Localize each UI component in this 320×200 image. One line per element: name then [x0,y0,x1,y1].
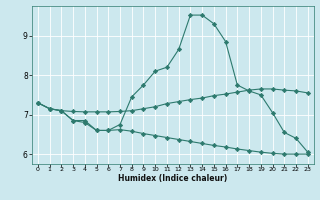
X-axis label: Humidex (Indice chaleur): Humidex (Indice chaleur) [118,174,228,183]
